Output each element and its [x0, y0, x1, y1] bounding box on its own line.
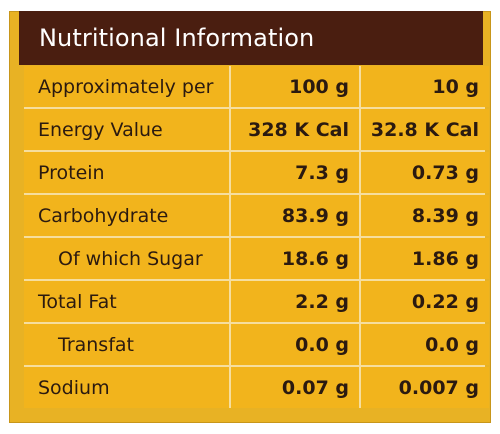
- row-value-transfat-per100: 0.0 g: [231, 324, 359, 365]
- row-value-total-fat-per10: 0.22 g: [361, 281, 489, 322]
- row-label-transfat: Transfat: [24, 324, 229, 365]
- row-label-sugar: Of which Sugar: [24, 238, 229, 279]
- row-value-total-fat-per100: 2.2 g: [231, 281, 359, 322]
- nutrition-table: Approximately per 100 g 10 g Energy Valu…: [24, 66, 489, 408]
- row-value-transfat-per10: 0.0 g: [361, 324, 489, 365]
- row-value-protein-per100: 7.3 g: [231, 152, 359, 193]
- row-value-sugar-per100: 18.6 g: [231, 238, 359, 279]
- row-value-per100-header: 100 g: [231, 66, 359, 107]
- row-value-per10-header: 10 g: [361, 66, 489, 107]
- row-label-sodium: Sodium: [24, 367, 229, 408]
- row-label-protein: Protein: [24, 152, 229, 193]
- row-value-energy-per10: 32.8 K Cal: [361, 109, 489, 150]
- row-value-sodium-per10: 0.007 g: [361, 367, 489, 408]
- row-value-energy-per100: 328 K Cal: [231, 109, 359, 150]
- page-title: Nutritional Information: [19, 11, 483, 65]
- row-value-carbohydrate-per10: 8.39 g: [361, 195, 489, 236]
- row-value-protein-per10: 0.73 g: [361, 152, 489, 193]
- row-value-sugar-per10: 1.86 g: [361, 238, 489, 279]
- header-title: Nutritional Information: [39, 24, 315, 52]
- row-value-carbohydrate-per100: 83.9 g: [231, 195, 359, 236]
- row-label-approximately-per: Approximately per: [24, 66, 229, 107]
- row-label-energy: Energy Value: [24, 109, 229, 150]
- row-label-carbohydrate: Carbohydrate: [24, 195, 229, 236]
- row-value-sodium-per100: 0.07 g: [231, 367, 359, 408]
- row-label-total-fat: Total Fat: [24, 281, 229, 322]
